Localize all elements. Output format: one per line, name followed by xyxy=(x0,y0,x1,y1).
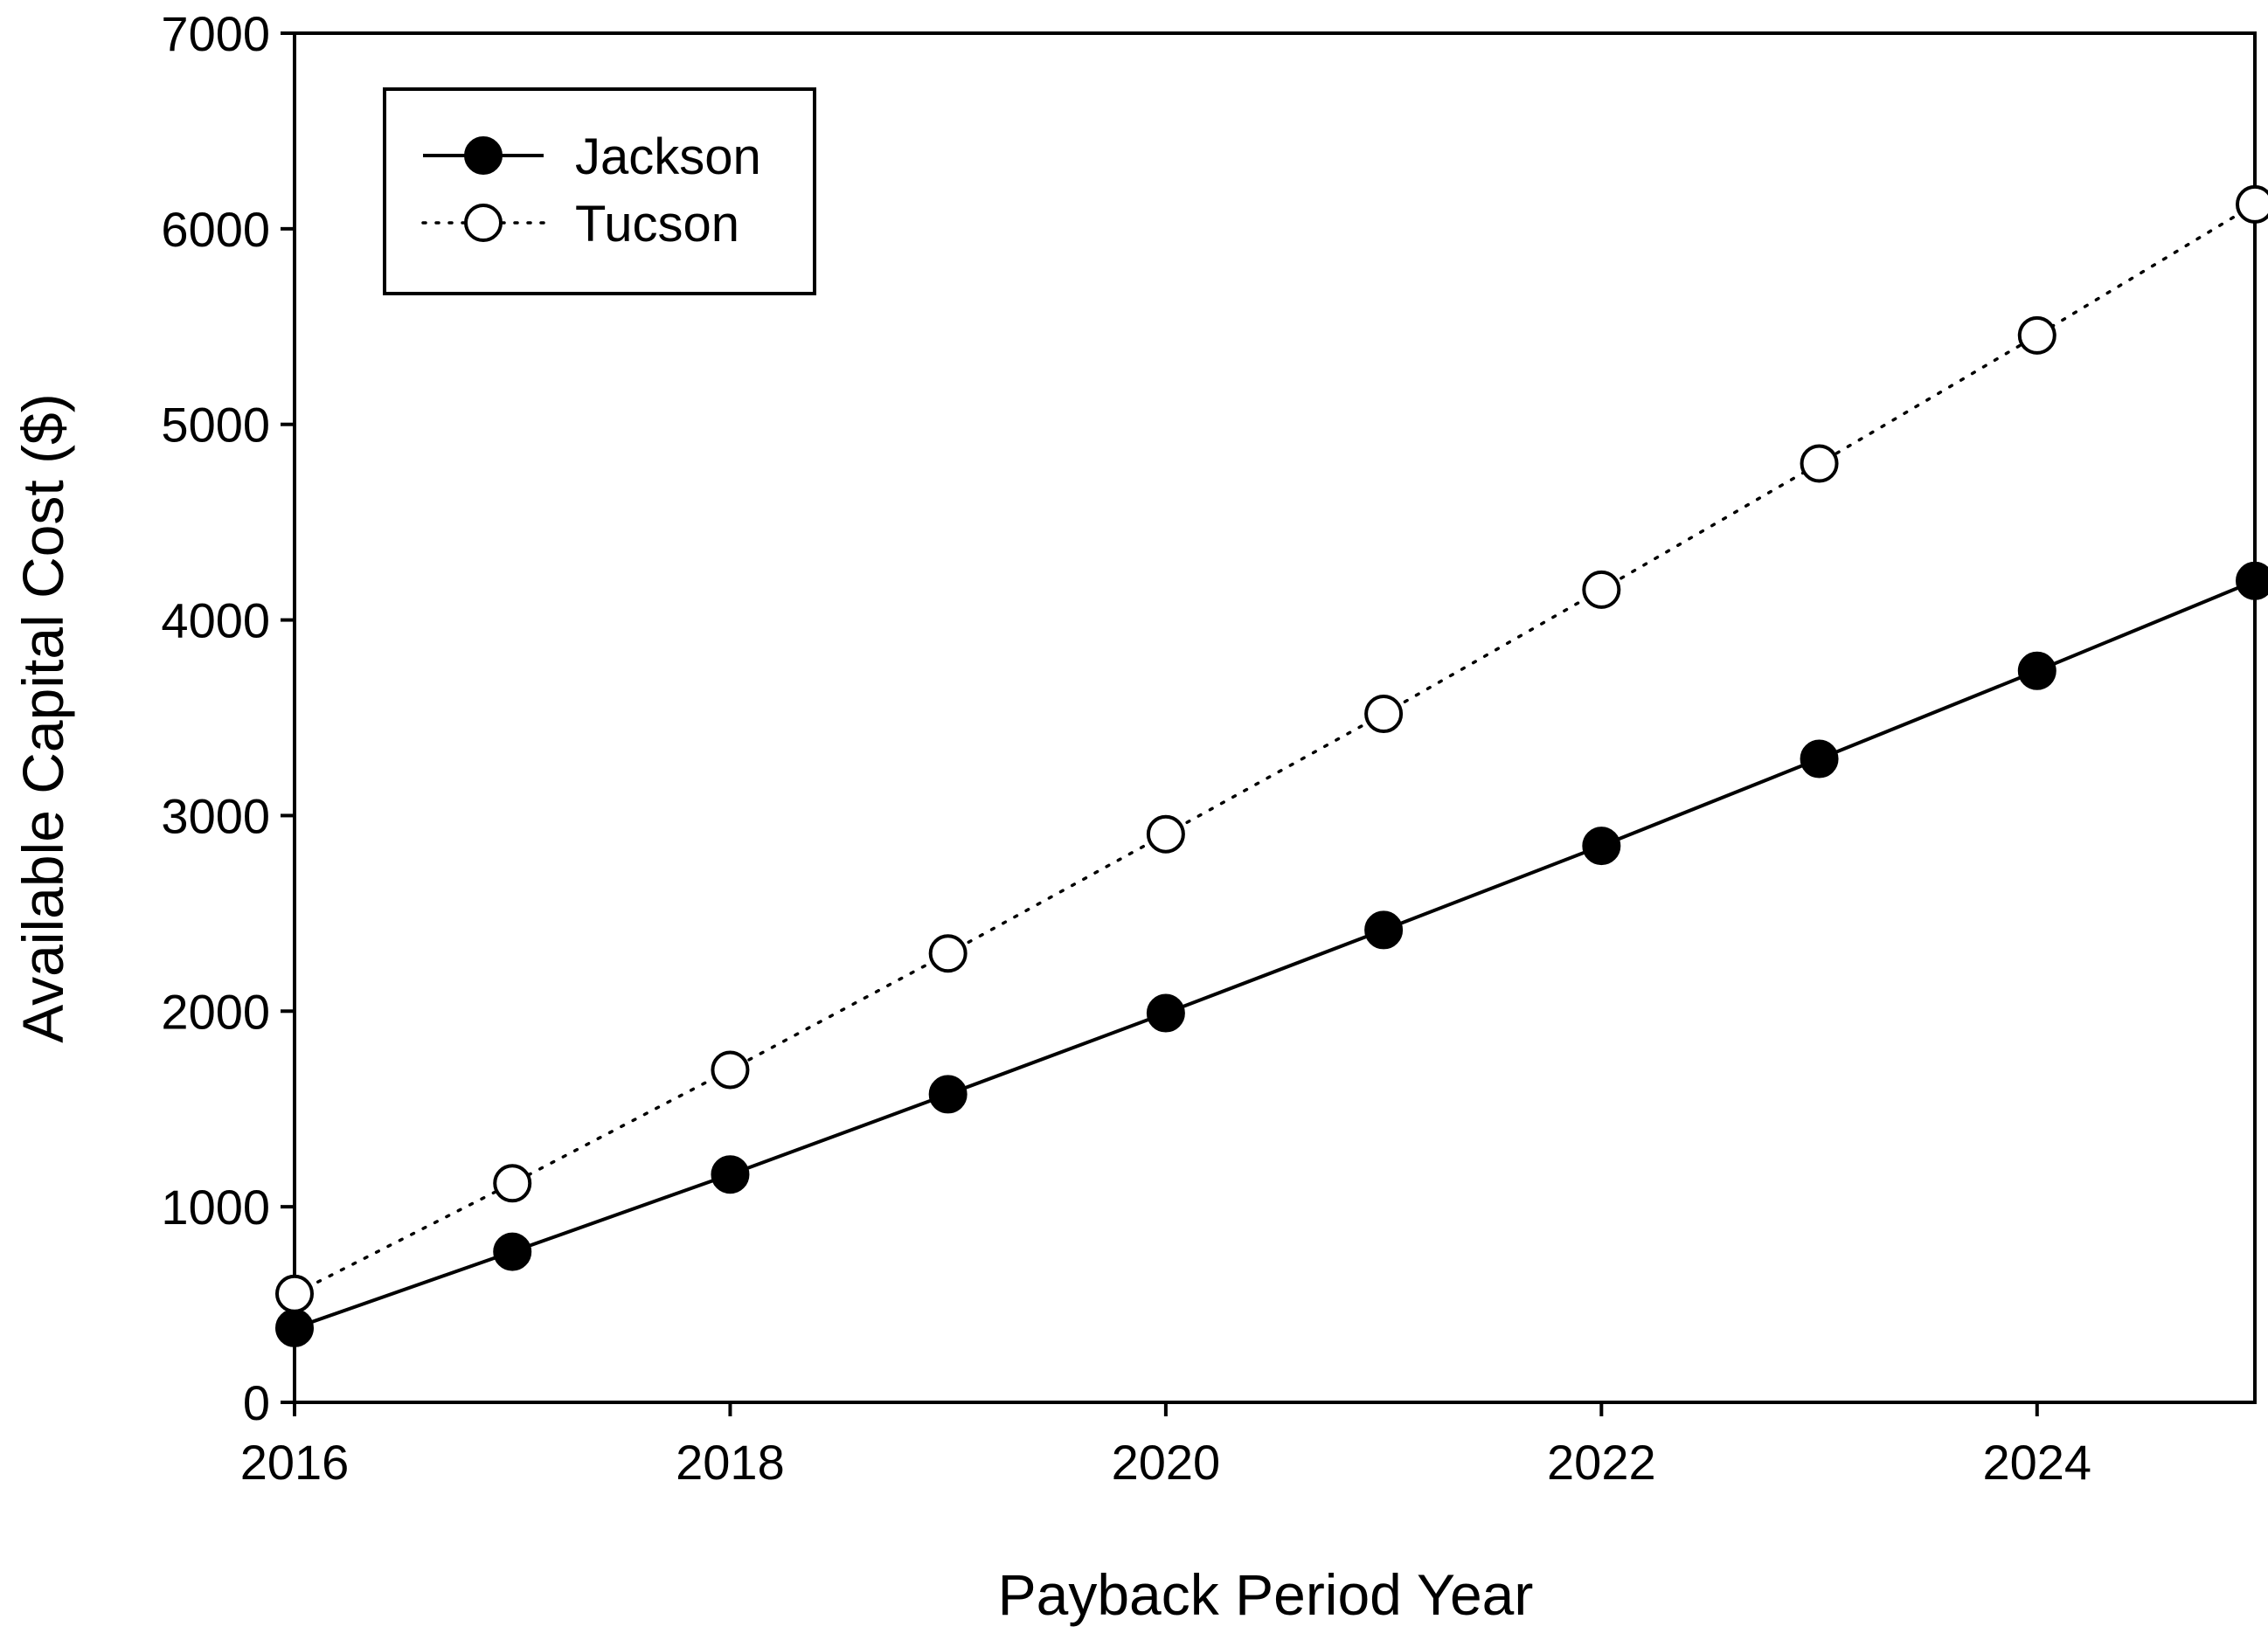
point-tucson-2021 xyxy=(1364,695,1404,734)
x-tick-label: 2022 xyxy=(1547,1435,1656,1490)
legend-box xyxy=(383,87,816,295)
point-jackson-2016 xyxy=(275,1308,314,1347)
y-tick-label: 5000 xyxy=(161,398,270,453)
point-jackson-2020 xyxy=(1146,993,1185,1033)
point-jackson-2022 xyxy=(1582,827,1621,866)
point-tucson-2025 xyxy=(2236,184,2268,224)
y-tick-label: 7000 xyxy=(161,6,270,61)
point-tucson-2016 xyxy=(275,1274,314,1313)
point-jackson-2018 xyxy=(711,1155,750,1194)
point-jackson-2023 xyxy=(1800,739,1839,778)
x-tick-label: 2016 xyxy=(240,1435,350,1490)
legend-marker-jackson xyxy=(464,136,503,175)
y-tick-label: 2000 xyxy=(161,984,270,1039)
y-tick-label: 1000 xyxy=(161,1180,270,1235)
y-tick-label: 0 xyxy=(243,1375,270,1430)
point-tucson-2023 xyxy=(1800,444,1839,483)
point-tucson-2024 xyxy=(2017,315,2056,355)
point-jackson-2019 xyxy=(928,1075,968,1114)
legend-label-jackson: Jackson xyxy=(575,128,761,185)
point-tucson-2020 xyxy=(1146,814,1185,854)
y-tick-label: 6000 xyxy=(161,202,270,257)
point-jackson-2025 xyxy=(2236,561,2268,600)
point-tucson-2022 xyxy=(1582,570,1621,609)
x-tick-label: 2024 xyxy=(1982,1435,2091,1490)
point-tucson-2019 xyxy=(928,934,968,973)
x-axis-label: Payback Period Year xyxy=(998,1562,1534,1627)
legend-marker-tucson xyxy=(464,204,503,242)
plot-frame xyxy=(293,31,2257,1404)
point-jackson-2021 xyxy=(1364,910,1404,950)
series-line-tucson xyxy=(293,203,2257,1296)
x-tick-label: 2018 xyxy=(676,1435,785,1490)
y-axis: 0 1000 2000 3000 4000 5000 6000 7000 xyxy=(161,6,295,1430)
legend-label-tucson: Tucson xyxy=(575,196,739,253)
point-jackson-2024 xyxy=(2017,651,2056,690)
series-layer xyxy=(275,184,2268,1347)
point-jackson-2017 xyxy=(493,1232,532,1271)
y-tick-label: 4000 xyxy=(161,593,270,648)
x-axis: 2016 2018 2020 2022 2024 xyxy=(240,1402,2091,1490)
point-tucson-2018 xyxy=(711,1050,750,1090)
y-axis-label: Available Capital Cost ($) xyxy=(10,393,75,1042)
legend: Jackson Tucson xyxy=(383,87,816,295)
point-tucson-2017 xyxy=(493,1164,532,1203)
series-line-jackson xyxy=(294,578,2256,1330)
x-tick-label: 2020 xyxy=(1112,1435,1221,1490)
y-tick-label: 3000 xyxy=(161,788,270,843)
